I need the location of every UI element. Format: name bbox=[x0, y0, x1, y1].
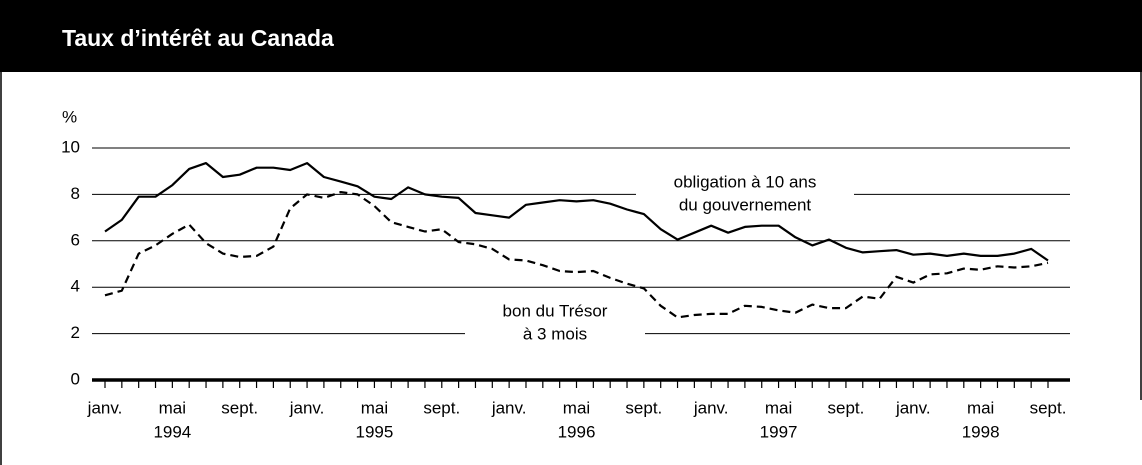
x-tick-label: sept. bbox=[423, 398, 460, 417]
x-tick-label: janv. bbox=[289, 398, 325, 417]
y-tick-label: 0 bbox=[71, 369, 80, 388]
x-tick-label: mai bbox=[967, 398, 994, 417]
y-tick-label: 8 bbox=[71, 184, 80, 203]
annotation-background bbox=[636, 170, 854, 218]
x-tick-label: mai bbox=[159, 398, 186, 417]
x-tick-label: janv. bbox=[87, 398, 123, 417]
x-tick-label: sept. bbox=[827, 398, 864, 417]
y-tick-label: 6 bbox=[71, 230, 80, 249]
x-tick-label: sept. bbox=[625, 398, 662, 417]
series-label: bon du Trésor bbox=[503, 301, 608, 320]
x-year-label: 1998 bbox=[962, 422, 1000, 441]
x-tick-label: mai bbox=[765, 398, 792, 417]
x-tick-label: sept. bbox=[221, 398, 258, 417]
series-label: obligation à 10 ans bbox=[674, 172, 817, 191]
x-tick-label: janv. bbox=[895, 398, 931, 417]
x-tick-label: sept. bbox=[1030, 398, 1067, 417]
x-year-label: 1994 bbox=[153, 422, 191, 441]
y-tick-label: 2 bbox=[71, 323, 80, 342]
x-tick-label: janv. bbox=[693, 398, 729, 417]
series-line bbox=[104, 191, 1049, 319]
x-tick-label: mai bbox=[563, 398, 590, 417]
y-tick-label: 10 bbox=[61, 137, 80, 156]
series-label: à 3 mois bbox=[523, 324, 587, 343]
y-tick-label: 4 bbox=[71, 277, 80, 296]
annotation-background bbox=[465, 299, 645, 347]
x-tick-label: mai bbox=[361, 398, 388, 417]
chart-title: Taux d’intérêt au Canada bbox=[62, 25, 334, 51]
x-year-label: 1995 bbox=[356, 422, 394, 441]
x-tick-label: janv. bbox=[491, 398, 527, 417]
series-line bbox=[104, 162, 1049, 262]
header-bar bbox=[0, 0, 1142, 72]
x-year-label: 1996 bbox=[558, 422, 596, 441]
x-year-label: 1997 bbox=[760, 422, 798, 441]
series-label: du gouvernement bbox=[679, 195, 812, 214]
y-axis-label: % bbox=[62, 107, 77, 126]
